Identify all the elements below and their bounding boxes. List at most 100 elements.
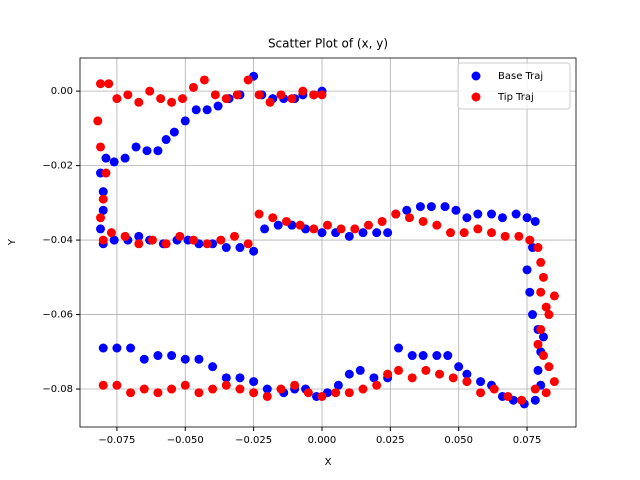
point — [98, 194, 108, 204]
point — [243, 239, 253, 249]
point — [473, 209, 483, 219]
point — [487, 209, 497, 219]
point — [232, 90, 242, 100]
point — [262, 384, 272, 394]
point — [188, 235, 198, 245]
point — [120, 153, 130, 163]
point — [120, 231, 130, 241]
point — [528, 310, 538, 320]
x-tick-label: 0.075 — [513, 435, 542, 446]
point — [131, 142, 141, 152]
point — [363, 220, 373, 230]
point — [454, 362, 464, 372]
point — [235, 384, 245, 394]
point — [418, 216, 428, 226]
point — [276, 384, 286, 394]
point — [161, 239, 171, 249]
point — [333, 380, 343, 390]
point — [221, 243, 231, 253]
point — [511, 209, 521, 219]
y-tick-label: −0.08 — [42, 384, 73, 395]
point — [260, 224, 270, 234]
point — [194, 354, 204, 364]
point — [249, 388, 259, 398]
y-tick-label: −0.06 — [42, 310, 73, 321]
point — [167, 351, 177, 361]
x-tick-label: −0.075 — [98, 435, 135, 446]
point — [213, 101, 223, 111]
point — [216, 235, 226, 245]
point — [440, 202, 450, 212]
point — [161, 135, 171, 145]
point — [153, 388, 163, 398]
chart-title: Scatter Plot of (x, y) — [268, 37, 388, 51]
point — [104, 79, 114, 89]
point — [208, 362, 218, 372]
point — [358, 228, 368, 238]
y-tick-label: −0.02 — [42, 161, 73, 172]
point — [101, 153, 111, 163]
point — [276, 90, 286, 100]
point — [459, 228, 469, 238]
point — [317, 90, 327, 100]
point — [355, 365, 365, 375]
x-tick-label: −0.025 — [235, 435, 272, 446]
point — [98, 380, 108, 390]
point — [421, 365, 431, 375]
point — [254, 209, 264, 219]
point — [106, 228, 116, 238]
point — [229, 231, 239, 241]
point — [262, 391, 272, 401]
point — [322, 220, 332, 230]
point — [290, 380, 300, 390]
y-tick-label: −0.04 — [42, 235, 73, 246]
point — [549, 291, 559, 301]
point — [476, 377, 486, 387]
point — [98, 235, 108, 245]
point — [514, 231, 524, 241]
point — [394, 365, 404, 375]
point — [503, 391, 513, 401]
point — [538, 351, 548, 361]
point — [112, 343, 122, 353]
point — [194, 388, 204, 398]
point — [391, 209, 401, 219]
point — [287, 94, 297, 104]
point — [538, 272, 548, 282]
point — [525, 287, 535, 297]
point — [473, 224, 483, 234]
point — [331, 388, 341, 398]
point — [448, 373, 458, 383]
point — [298, 86, 308, 96]
point — [536, 324, 546, 334]
point — [402, 205, 412, 215]
point — [530, 384, 540, 394]
point — [309, 224, 319, 234]
point — [407, 351, 417, 361]
legend-marker — [471, 92, 481, 102]
plot-frame — [79, 57, 577, 428]
point — [489, 384, 499, 394]
point — [443, 351, 453, 361]
point — [175, 231, 185, 241]
point — [188, 82, 198, 92]
point — [134, 231, 144, 241]
point — [109, 235, 119, 245]
point — [98, 187, 108, 197]
point — [281, 216, 291, 226]
point — [167, 384, 177, 394]
point — [221, 373, 231, 383]
point — [180, 380, 190, 390]
point — [372, 228, 382, 238]
point — [134, 239, 144, 249]
point — [249, 246, 259, 256]
point — [156, 94, 166, 104]
point — [525, 235, 535, 245]
point — [533, 243, 543, 253]
point — [243, 75, 253, 85]
point — [536, 287, 546, 297]
point — [235, 373, 245, 383]
legend-label: Base Traj — [498, 71, 543, 82]
point — [415, 202, 425, 212]
legend-label: Tip Traj — [497, 92, 534, 103]
